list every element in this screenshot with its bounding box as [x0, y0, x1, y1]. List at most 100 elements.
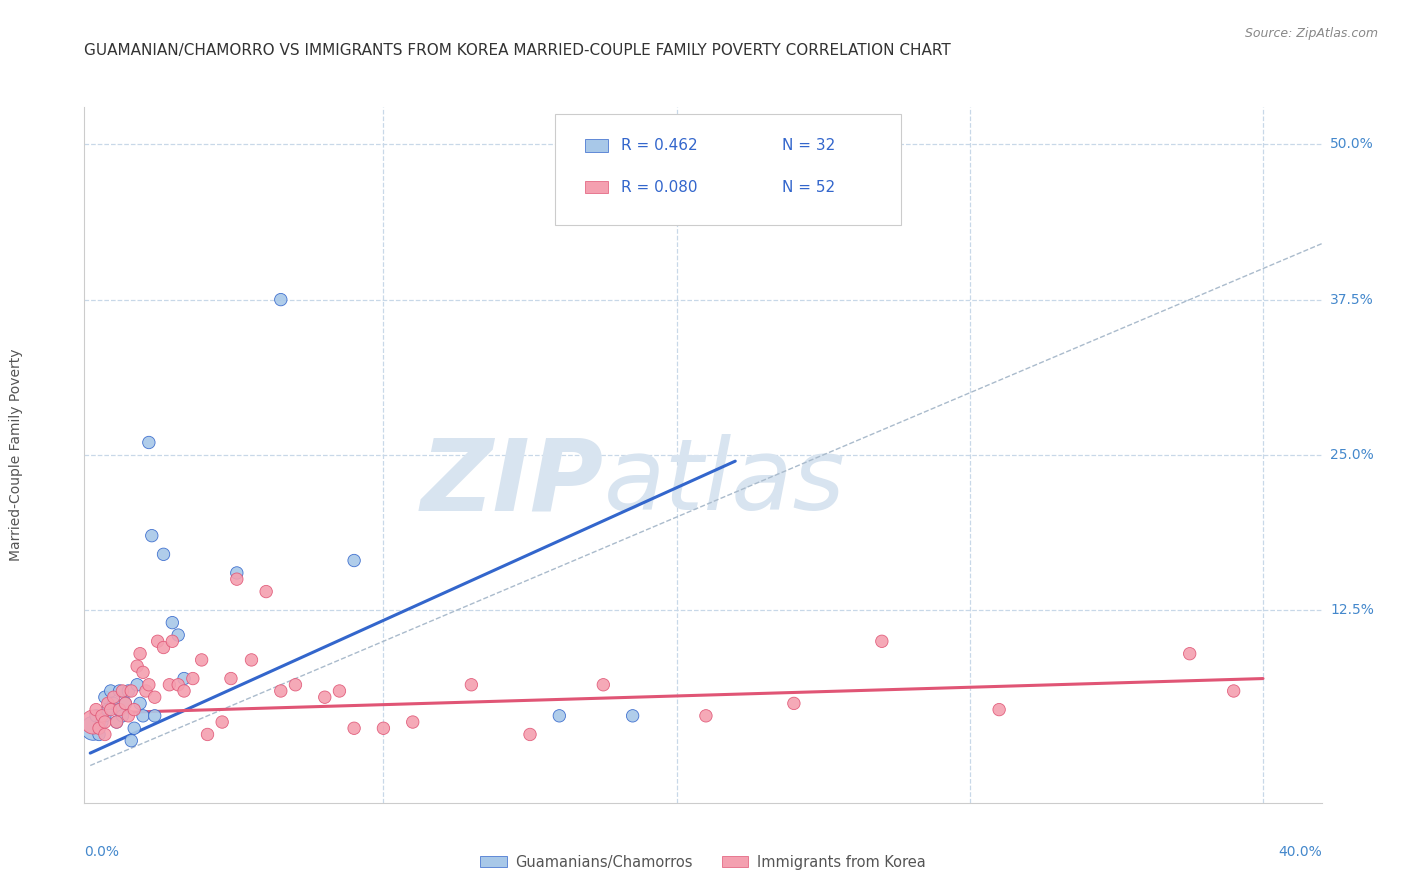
Point — [84, 708, 107, 723]
Point — [100, 703, 122, 717]
Point — [548, 708, 571, 723]
Point — [240, 653, 263, 667]
Point — [100, 684, 122, 698]
Point — [328, 684, 350, 698]
Point — [91, 708, 114, 723]
Point — [141, 529, 163, 543]
Text: Married-Couple Family Poverty: Married-Couple Family Poverty — [10, 349, 24, 561]
Text: atlas: atlas — [605, 434, 845, 532]
Text: R = 0.462: R = 0.462 — [621, 137, 697, 153]
Point — [181, 672, 204, 686]
Point — [105, 714, 128, 729]
Point — [97, 703, 120, 717]
Point — [138, 435, 160, 450]
Text: GUAMANIAN/CHAMORRO VS IMMIGRANTS FROM KOREA MARRIED-COUPLE FAMILY POVERTY CORREL: GUAMANIAN/CHAMORRO VS IMMIGRANTS FROM KO… — [84, 43, 950, 58]
Point — [1222, 684, 1244, 698]
Point — [621, 708, 644, 723]
Point — [108, 703, 131, 717]
Point — [117, 708, 139, 723]
Text: 50.0%: 50.0% — [1330, 137, 1374, 152]
Text: R = 0.080: R = 0.080 — [621, 179, 697, 194]
Point — [120, 684, 142, 698]
Point — [219, 672, 242, 686]
Point — [162, 634, 184, 648]
Point — [122, 703, 145, 717]
Point — [1178, 647, 1201, 661]
Point — [94, 690, 117, 705]
Point — [143, 690, 166, 705]
Point — [225, 572, 247, 586]
Point — [114, 697, 136, 711]
Point — [103, 697, 125, 711]
Point — [173, 672, 195, 686]
Point — [105, 714, 128, 729]
FancyBboxPatch shape — [554, 114, 901, 226]
Point — [460, 678, 482, 692]
Point — [254, 584, 277, 599]
Point — [157, 678, 180, 692]
Text: Source: ZipAtlas.com: Source: ZipAtlas.com — [1244, 27, 1378, 40]
Point — [695, 708, 717, 723]
Text: 40.0%: 40.0% — [1278, 845, 1322, 858]
Point — [152, 547, 174, 561]
Point — [173, 684, 195, 698]
Point — [87, 721, 110, 735]
Point — [132, 708, 155, 723]
Point — [146, 634, 169, 648]
Point — [97, 697, 120, 711]
Point — [402, 714, 425, 729]
Point — [84, 703, 107, 717]
Point — [988, 703, 1011, 717]
Point — [783, 697, 806, 711]
Point — [270, 684, 292, 698]
Text: ZIP: ZIP — [420, 434, 605, 532]
Point — [132, 665, 155, 680]
Point — [519, 727, 541, 741]
Point — [314, 690, 336, 705]
Bar — [585, 139, 607, 152]
Point — [143, 708, 166, 723]
Point — [127, 659, 149, 673]
Point — [127, 678, 149, 692]
Point — [152, 640, 174, 655]
Point — [197, 727, 219, 741]
Point — [135, 684, 157, 698]
Point — [120, 733, 142, 747]
Point — [122, 721, 145, 735]
Point — [343, 553, 366, 567]
Point — [94, 708, 117, 723]
Legend: Guamanians/Chamorros, Immigrants from Korea: Guamanians/Chamorros, Immigrants from Ko… — [474, 849, 932, 876]
Point — [129, 647, 152, 661]
Point — [129, 697, 152, 711]
Text: 25.0%: 25.0% — [1330, 448, 1374, 462]
Point — [87, 727, 110, 741]
Text: N = 32: N = 32 — [782, 137, 835, 153]
Point — [162, 615, 184, 630]
Point — [870, 634, 893, 648]
Point — [114, 697, 136, 711]
Text: N = 52: N = 52 — [782, 179, 835, 194]
Point — [138, 678, 160, 692]
Point — [284, 678, 307, 692]
Point — [117, 684, 139, 698]
Point — [373, 721, 395, 735]
Point — [343, 721, 366, 735]
Point — [108, 684, 131, 698]
Point — [167, 678, 190, 692]
Point — [270, 293, 292, 307]
Point — [82, 714, 104, 729]
Point — [225, 566, 247, 580]
Point — [94, 714, 117, 729]
Point — [108, 703, 131, 717]
Point — [111, 708, 134, 723]
Point — [592, 678, 614, 692]
Point — [82, 721, 104, 735]
Point — [211, 714, 233, 729]
Text: 37.5%: 37.5% — [1330, 293, 1374, 307]
Text: 12.5%: 12.5% — [1330, 603, 1374, 617]
Point — [167, 628, 190, 642]
Point — [190, 653, 212, 667]
Point — [111, 684, 134, 698]
Bar — [585, 181, 607, 194]
Point — [94, 727, 117, 741]
